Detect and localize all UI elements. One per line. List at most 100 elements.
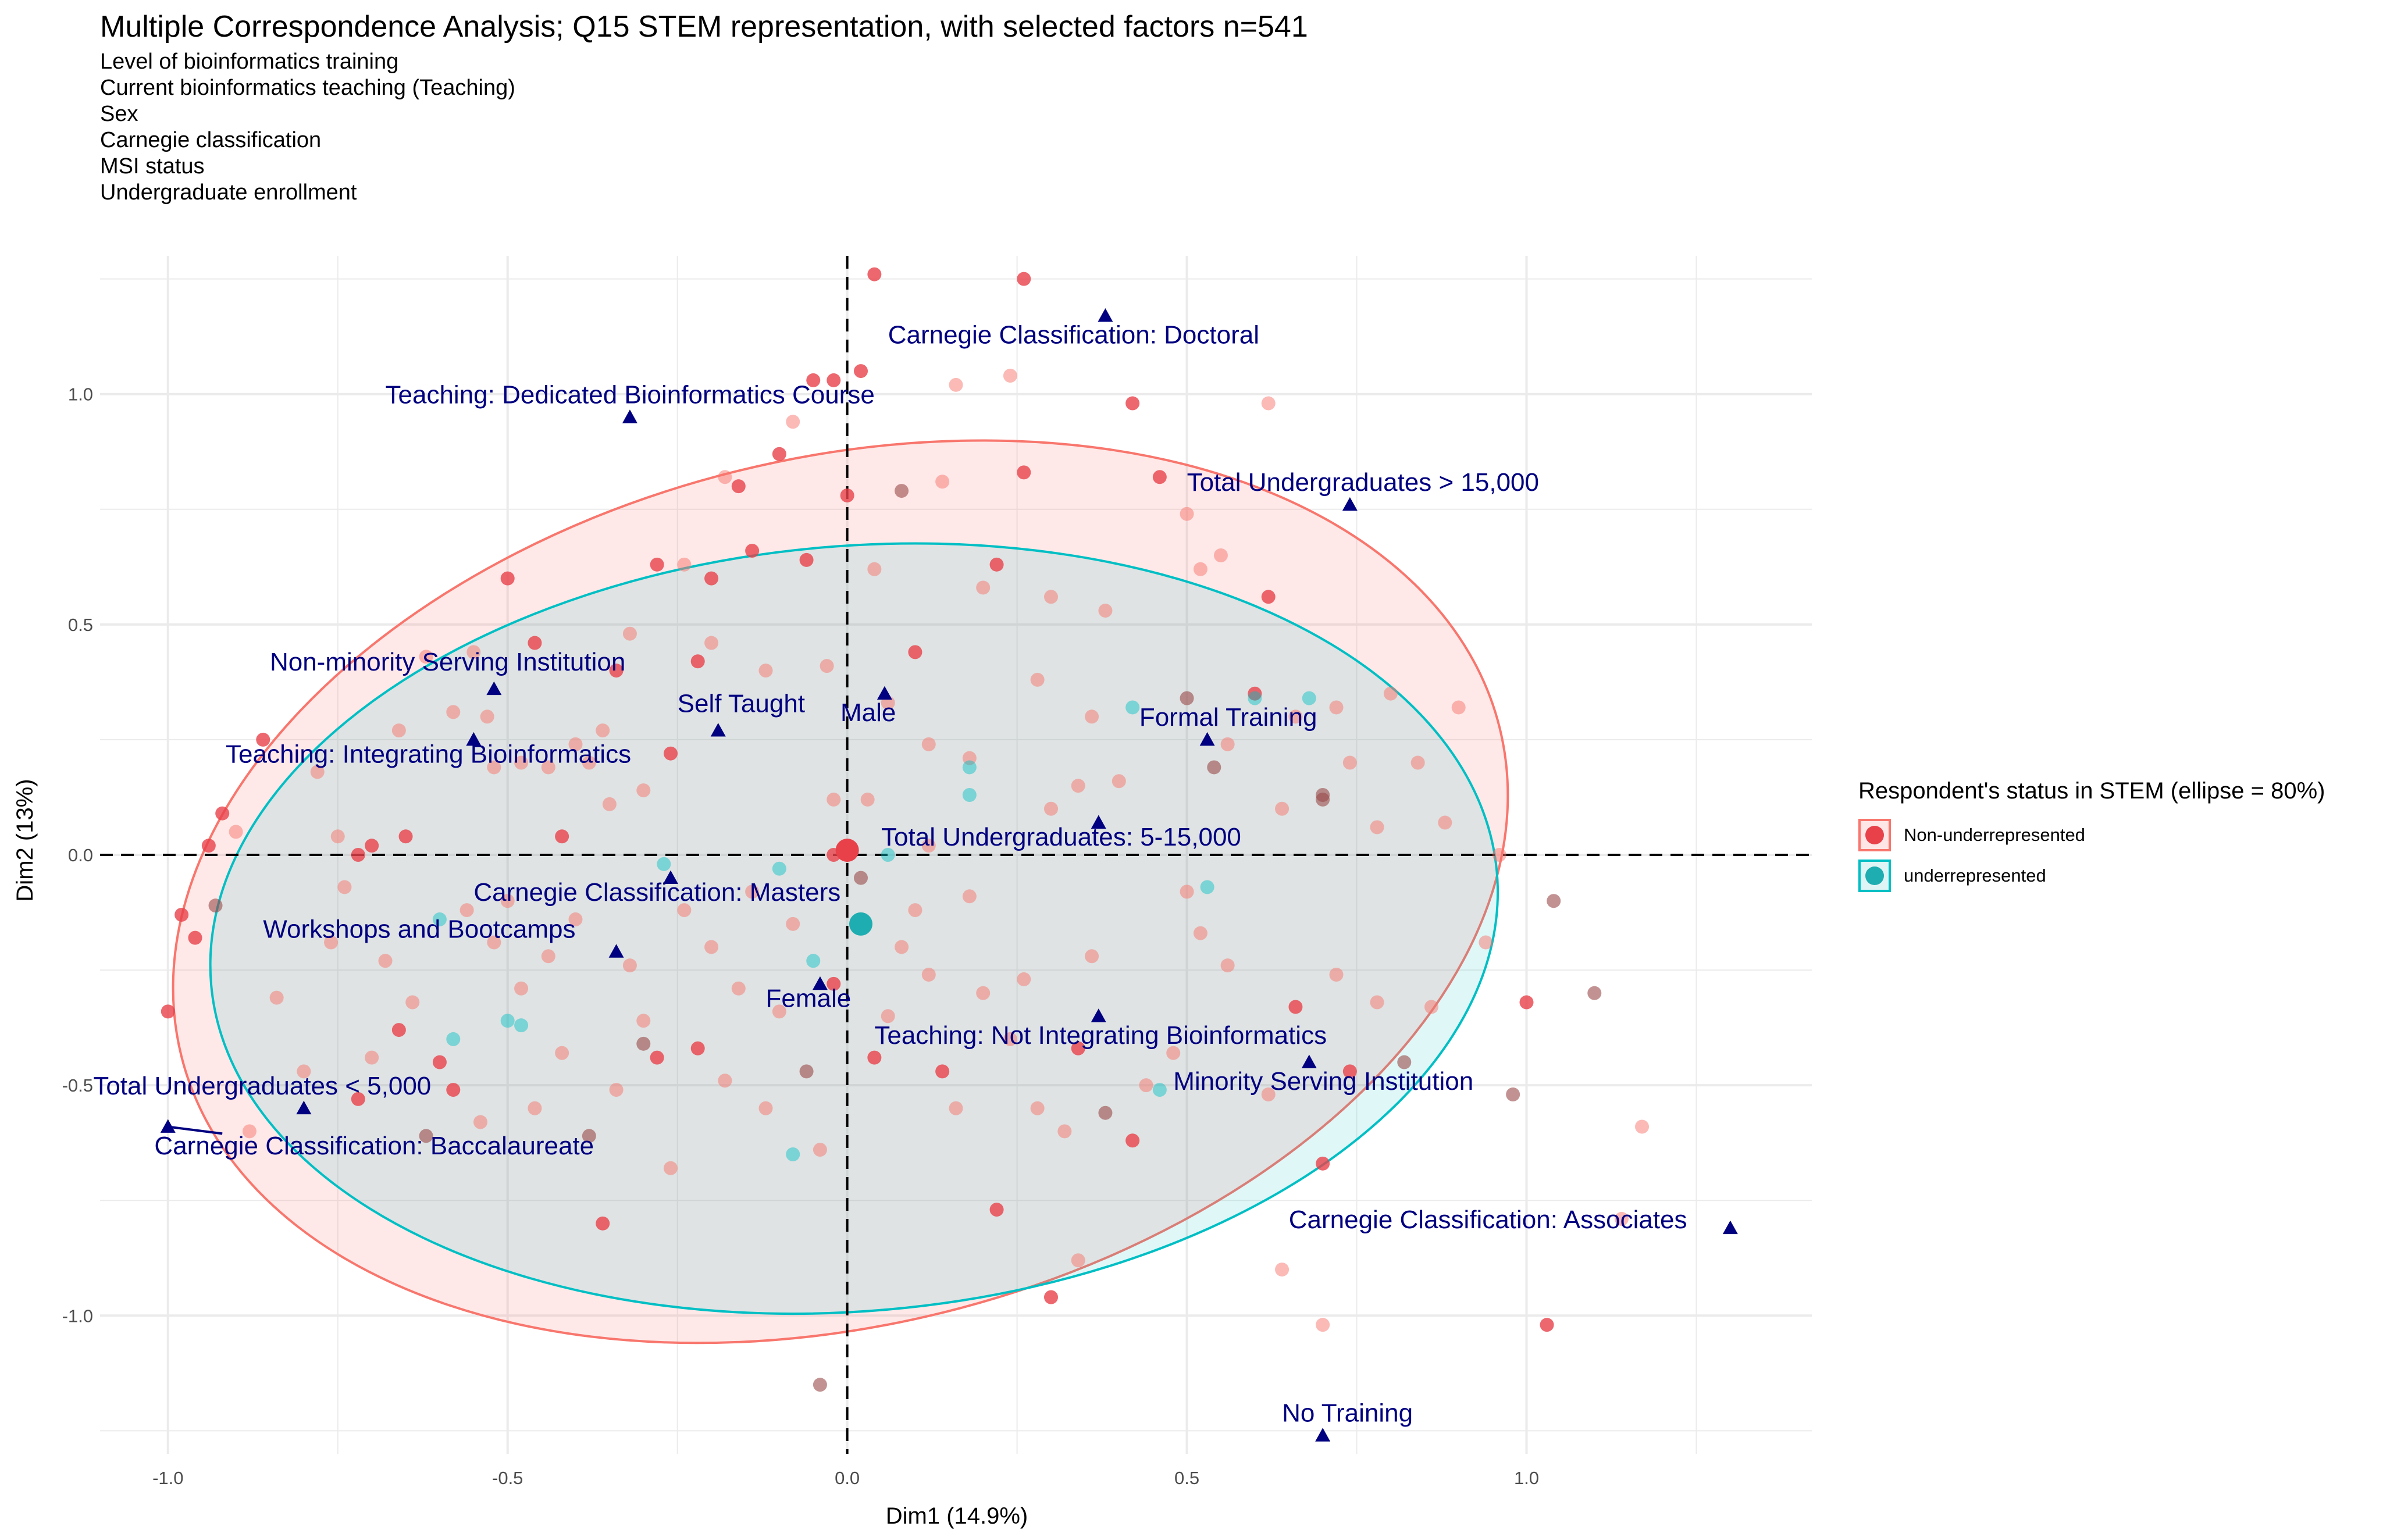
individual-point [718, 470, 732, 484]
individual-point [827, 792, 841, 807]
individual-point [949, 1101, 963, 1115]
individual-point [1547, 894, 1561, 908]
individual-point [1017, 272, 1031, 286]
individual-point [1030, 672, 1045, 687]
centroid-non-underrepresented [835, 839, 859, 862]
individual-point [1193, 926, 1207, 940]
individual-point [718, 1074, 732, 1088]
individual-point [432, 912, 447, 926]
individual-point [1098, 1106, 1113, 1120]
individual-point [1635, 1119, 1650, 1134]
legend-dot-underrepresented [1865, 866, 1884, 885]
legend-label-non-underrepresented: Non-underrepresented [1904, 825, 2085, 845]
individual-point [1193, 562, 1207, 576]
individual-point [1125, 700, 1140, 715]
individual-point [229, 825, 243, 839]
individual-point [487, 760, 501, 775]
individual-point [514, 981, 529, 996]
x-tick-label: 0.5 [1174, 1468, 1199, 1488]
individual-point [731, 479, 746, 494]
individual-point [1152, 1083, 1167, 1097]
individual-point [1003, 1032, 1017, 1046]
individual-point [602, 797, 617, 811]
variable-label: Carnegie Classification: Associates [1289, 1206, 1687, 1234]
individual-point [1125, 1133, 1140, 1148]
variable-label: Non-minority Serving Institution [270, 648, 625, 676]
individual-point [528, 636, 542, 650]
individual-point [664, 1161, 678, 1175]
individual-point [582, 755, 596, 770]
individual-point [487, 935, 501, 950]
individual-point [1438, 815, 1452, 830]
legend-dot-non-underrepresented [1865, 826, 1884, 844]
individual-point [1180, 691, 1194, 705]
variable-triangle [1091, 815, 1106, 829]
individual-point [1275, 801, 1290, 816]
individual-point [161, 1004, 175, 1019]
individual-point [1044, 1290, 1058, 1304]
subtitle-block: Level of bioinformatics training Current… [100, 49, 515, 206]
individual-point [867, 1050, 882, 1065]
x-tick-label: 0.0 [835, 1468, 860, 1488]
individual-point [650, 557, 664, 572]
axis-ticks: -1.0 -0.5 0.0 0.5 1.0 -1.0 -0.5 0.0 0.5 1.0 [62, 384, 1539, 1488]
individual-point [330, 829, 345, 844]
variable-label: Carnegie Classification: Baccalaureate [154, 1132, 594, 1160]
variable-triangle [160, 1119, 176, 1133]
individual-point [860, 792, 875, 807]
individual-point [1492, 848, 1506, 862]
subtitle-line: Carnegie classification [100, 128, 322, 152]
variable-categories: Carnegie Classification: Doctoral Teachin… [93, 308, 1738, 1442]
variable-label: Workshops and Bootcamps [263, 915, 575, 944]
individual-point [1383, 686, 1398, 701]
variable-triangle [1091, 1008, 1106, 1022]
variable-label: Total Undergraduates: 5-15,000 [881, 823, 1241, 851]
legend: Respondent's status in STEM (ellipse = 8… [1858, 778, 2325, 896]
individual-point [297, 1064, 311, 1079]
individual-point [391, 1023, 406, 1037]
variable-label: Teaching: Integrating Bioinformatics [226, 740, 631, 769]
individual-point [459, 903, 474, 918]
individual-point [622, 626, 637, 641]
individual-point [1370, 995, 1384, 1010]
individual-point [854, 871, 868, 885]
individual-point [1152, 470, 1167, 484]
individual-point [1288, 709, 1303, 724]
individual-point [976, 986, 991, 1000]
legend-item-underrepresented: underrepresented [1858, 855, 2325, 896]
y-tick-label: 0.5 [68, 615, 93, 635]
individual-point [854, 364, 868, 379]
individual-point [636, 1036, 651, 1051]
individual-point [555, 829, 569, 844]
individual-point [1207, 760, 1221, 775]
individual-point [541, 760, 555, 775]
individual-point [908, 645, 922, 659]
individual-point [867, 267, 882, 281]
individual-point [1030, 1101, 1045, 1115]
variable-label: Teaching: Not Integrating Bioinformatics [874, 1021, 1327, 1050]
individual-point [378, 954, 393, 968]
individual-point [1540, 1318, 1554, 1332]
individual-point [391, 723, 406, 738]
variable-triangle [710, 723, 726, 737]
individual-point [596, 1216, 610, 1231]
individual-point [1213, 548, 1228, 562]
individual-point [398, 829, 413, 844]
individual-point [704, 571, 719, 586]
individual-point [446, 1083, 461, 1097]
individual-point [949, 377, 963, 392]
individual-point [881, 848, 895, 862]
individual-point [1017, 972, 1031, 986]
individual-point [480, 709, 494, 724]
individual-point [813, 1143, 827, 1157]
x-tick-label: -0.5 [492, 1468, 523, 1488]
individual-point [799, 552, 814, 567]
legend-title: Respondent's status in STEM (ellipse = 8… [1858, 778, 2325, 804]
individual-point [657, 857, 671, 871]
page-title: Multiple Correspondence Analysis; Q15 ST… [100, 10, 1308, 44]
variable-label: Total Undergraduates < 5,000 [93, 1072, 431, 1100]
individual-point [677, 903, 692, 918]
individual-point [1316, 792, 1330, 807]
individual-point [1044, 801, 1058, 816]
